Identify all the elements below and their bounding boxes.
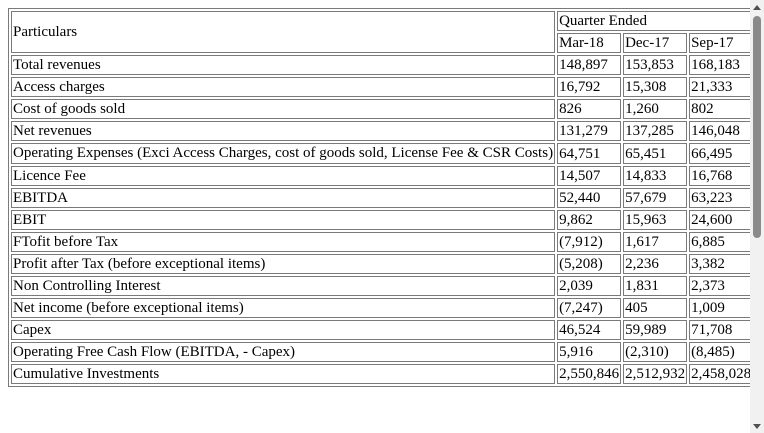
row-label: Cost of goods sold <box>11 99 556 119</box>
column-header: Sep-17 <box>689 33 750 53</box>
row-value: 1,617 <box>623 232 688 252</box>
row-value: 16,768 <box>689 166 750 186</box>
table-row: Cumulative Investments 2,550,846 2,512,932… <box>11 364 750 384</box>
scroll-down-button[interactable] <box>750 419 764 433</box>
row-value: 2,236 <box>623 254 688 274</box>
table-row: Profit after Tax (before exceptional ite… <box>11 254 750 274</box>
row-label: FTofit before Tax <box>11 232 556 252</box>
row-value: 24,600 <box>689 210 750 230</box>
row-label: Net income (before exceptional items) <box>11 298 556 318</box>
row-label: Total revenues <box>11 55 556 75</box>
row-value: 65,451 <box>623 143 688 164</box>
row-value: 59,989 <box>623 320 688 340</box>
row-label: EBIT <box>11 210 556 230</box>
table-row: Non Controlling Interest2,0391,8312,3732… <box>11 276 750 296</box>
row-value: 1,260 <box>623 99 688 119</box>
row-label: Profit after Tax (before exceptional ite… <box>11 254 556 274</box>
row-value: (7,247) <box>557 298 622 318</box>
row-value: 148,897 <box>557 55 622 75</box>
table-row: FTofit before Tax(7,912)1,6176,8858,4361… <box>11 232 750 252</box>
row-value: 405 <box>623 298 688 318</box>
row-value: 52,440 <box>557 188 622 208</box>
row-value: 2,039 <box>557 276 622 296</box>
particulars-header: Particulars <box>11 11 556 53</box>
table-row: Net revenues131,279137,285146,048152,160… <box>11 121 750 141</box>
table-row: Access charges16,79215,30821,33320,32817… <box>11 77 750 97</box>
table-header-row: Particulars Quarter Ended <box>11 11 750 53</box>
row-value: 2,512,932 <box>623 364 688 384</box>
row-value: 146,048 <box>689 121 750 141</box>
row-value: (5,208) <box>557 254 622 274</box>
row-value: 14,833 <box>623 166 688 186</box>
row-value: 1,831 <box>623 276 688 296</box>
row-label: Operating Expenses (Exci Access Charges,… <box>11 143 556 164</box>
row-value: 14,507 <box>557 166 622 186</box>
row-value: 71,708 <box>689 320 750 340</box>
row-value: 168,183 <box>689 55 750 75</box>
table-row: Total revenues148,897153,853168,183173,2… <box>11 55 750 75</box>
row-value: 57,679 <box>623 188 688 208</box>
row-value: 15,963 <box>623 210 688 230</box>
row-value: 46,524 <box>557 320 622 340</box>
row-value: 826 <box>557 99 622 119</box>
vertical-scrollbar[interactable] <box>750 0 764 433</box>
row-value: 3,382 <box>689 254 750 274</box>
table-row: Net income (before exceptional items) (7,… <box>11 298 750 318</box>
scrollbar-thumb[interactable] <box>753 16 761 238</box>
row-value: 63,223 <box>689 188 750 208</box>
triangle-up-icon <box>753 4 761 10</box>
row-value: 21,333 <box>689 77 750 97</box>
row-value: 15,308 <box>623 77 688 97</box>
row-value: 802 <box>689 99 750 119</box>
row-label: EBITDA <box>11 188 556 208</box>
row-value: 2,373 <box>689 276 750 296</box>
column-header: Mar-18 <box>557 33 622 53</box>
row-value: 153,853 <box>623 55 688 75</box>
row-value: 9,862 <box>557 210 622 230</box>
row-value: 6,885 <box>689 232 750 252</box>
quarter-ended-header: Quarter Ended <box>557 11 750 31</box>
quarterly-financials-table: Particulars Quarter Ended Mar-18 Dec-17 … <box>8 8 750 387</box>
row-value: 5,916 <box>557 342 622 362</box>
row-label: Cumulative Investments <box>11 364 556 384</box>
triangle-down-icon <box>753 423 761 429</box>
row-value: (7,912) <box>557 232 622 252</box>
table-row: Licence Fee14,50714,83316,76817,63417,77… <box>11 166 750 186</box>
table-row: Operating Free Cash Flow (EBITDA, - Cape… <box>11 342 750 362</box>
row-value: 2,458,028 <box>689 364 750 384</box>
table-column-header-row: Mar-18 Dec-17 Sep-17 Jun-17 Mar-17 <box>11 33 750 53</box>
column-header: Dec-17 <box>623 33 688 53</box>
scroll-up-button[interactable] <box>750 0 764 14</box>
row-value: 131,279 <box>557 121 622 141</box>
row-value: 64,751 <box>557 143 622 164</box>
row-value: 16,792 <box>557 77 622 97</box>
row-label: Operating Free Cash Flow (EBITDA, - Cape… <box>11 342 556 362</box>
row-value: (8,485) <box>689 342 750 362</box>
row-label: Capex <box>11 320 556 340</box>
row-value: 2,550,846 <box>557 364 622 384</box>
row-value: 66,495 <box>689 143 750 164</box>
row-value: (2,310) <box>623 342 688 362</box>
row-value: 1,009 <box>689 298 750 318</box>
table-row: Operating Expenses (Exci Access Charges,… <box>11 143 750 164</box>
row-label: Licence Fee <box>11 166 556 186</box>
row-label: Access charges <box>11 77 556 97</box>
row-label: Non Controlling Interest <box>11 276 556 296</box>
row-label: Net revenues <box>11 121 556 141</box>
row-value: 137,285 <box>623 121 688 141</box>
